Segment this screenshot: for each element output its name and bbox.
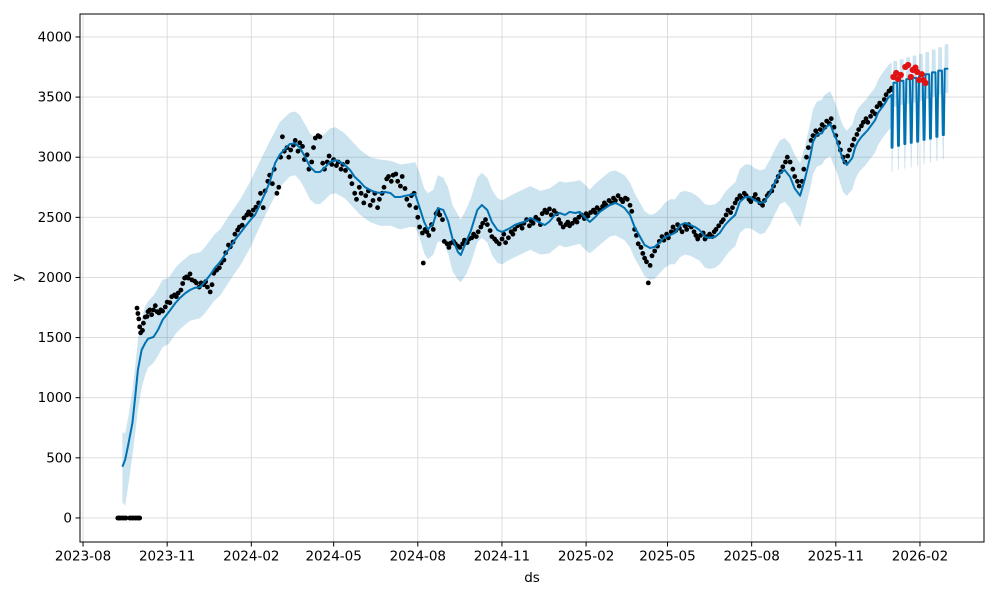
x-tick-label: 2024-02 xyxy=(223,549,279,565)
y-tick-label: 2000 xyxy=(38,270,72,286)
y-axis-ticks: 0 500 1000 1500 2000 2500 3000 3500 4000 xyxy=(38,29,80,526)
y-tick-label: 1000 xyxy=(38,390,72,406)
y-tick-label: 2500 xyxy=(38,210,72,226)
y-tick-label: 500 xyxy=(46,450,72,466)
x-tick-label: 2026-02 xyxy=(892,549,948,565)
y-axis-label: y xyxy=(9,273,26,282)
x-tick-label: 2024-05 xyxy=(305,549,361,565)
x-tick-label: 2025-11 xyxy=(808,549,864,565)
x-tick-label: 2024-11 xyxy=(474,549,530,565)
recent-scatter-red xyxy=(890,61,929,87)
x-tick-label: 2024-08 xyxy=(390,549,446,565)
x-tick-label: 2025-02 xyxy=(558,549,614,565)
forecast-line xyxy=(121,67,949,468)
y-tick-label: 3500 xyxy=(38,90,72,106)
grid-lines xyxy=(80,14,984,542)
x-tick-label: 2023-11 xyxy=(139,549,195,565)
x-tick-label: 2023-08 xyxy=(55,549,111,565)
x-tick-label: 2025-05 xyxy=(639,549,695,565)
x-axis-ticks: 2023-08 2023-11 2024-02 2024-05 2024-08 2024-… xyxy=(55,542,948,565)
axes-spines xyxy=(79,13,985,543)
x-tick-label: 2025-08 xyxy=(723,549,779,565)
y-tick-label: 0 xyxy=(63,510,72,526)
y-tick-label: 3000 xyxy=(38,150,72,166)
uncertainty-band xyxy=(122,44,949,506)
x-axis-label: ds xyxy=(524,570,540,586)
y-tick-label: 4000 xyxy=(38,29,72,45)
y-tick-label: 1500 xyxy=(38,330,72,346)
